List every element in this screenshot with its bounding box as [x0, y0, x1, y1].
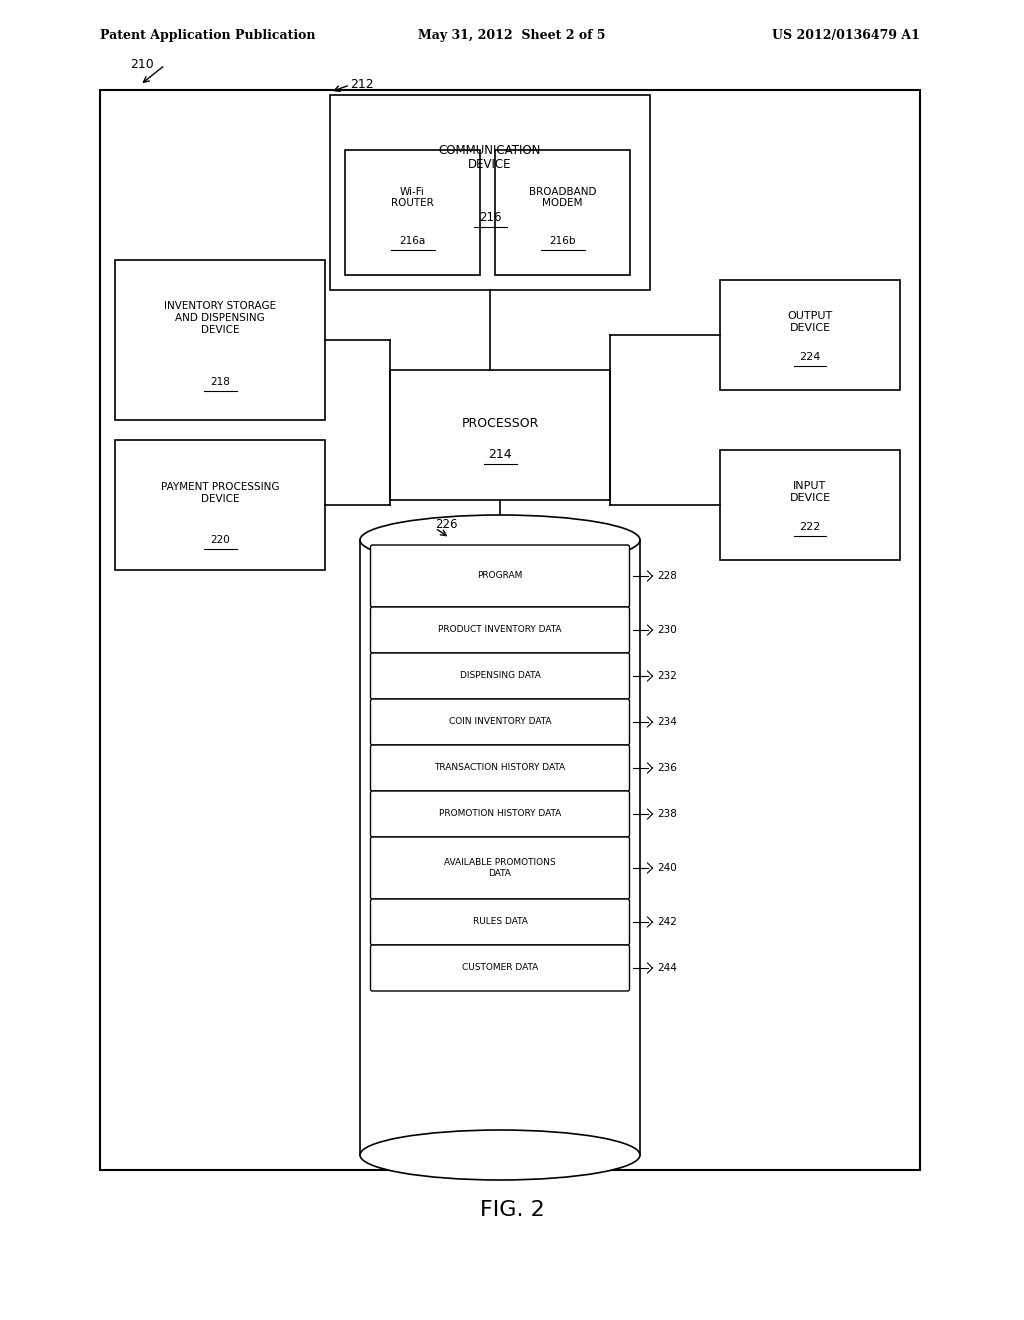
Text: 228: 228 — [657, 572, 677, 581]
Text: PROMOTION HISTORY DATA: PROMOTION HISTORY DATA — [439, 809, 561, 818]
FancyBboxPatch shape — [495, 150, 630, 275]
Text: May 31, 2012  Sheet 2 of 5: May 31, 2012 Sheet 2 of 5 — [418, 29, 606, 41]
Text: DISPENSING DATA: DISPENSING DATA — [460, 672, 541, 681]
Text: 222: 222 — [800, 521, 820, 532]
Text: PRODUCT INVENTORY DATA: PRODUCT INVENTORY DATA — [438, 626, 562, 635]
Text: 232: 232 — [657, 671, 677, 681]
Text: 226: 226 — [435, 519, 458, 532]
Text: INVENTORY STORAGE
AND DISPENSING
DEVICE: INVENTORY STORAGE AND DISPENSING DEVICE — [164, 301, 276, 334]
FancyBboxPatch shape — [330, 95, 650, 290]
Text: 216a: 216a — [399, 235, 426, 246]
Text: Patent Application Publication: Patent Application Publication — [100, 29, 315, 41]
Text: PROGRAM: PROGRAM — [477, 572, 522, 581]
Ellipse shape — [360, 515, 640, 565]
Text: 242: 242 — [657, 917, 677, 927]
FancyBboxPatch shape — [390, 370, 610, 500]
FancyBboxPatch shape — [371, 791, 630, 837]
FancyBboxPatch shape — [371, 607, 630, 653]
Text: TRANSACTION HISTORY DATA: TRANSACTION HISTORY DATA — [434, 763, 565, 772]
Text: 214: 214 — [488, 449, 512, 462]
Text: AVAILABLE PROMOTIONS
DATA: AVAILABLE PROMOTIONS DATA — [444, 858, 556, 878]
FancyBboxPatch shape — [371, 653, 630, 700]
Bar — [360, 540, 640, 1155]
Text: OUTPUT
DEVICE: OUTPUT DEVICE — [787, 312, 833, 333]
Text: Wi-Fi
ROUTER: Wi-Fi ROUTER — [391, 186, 434, 209]
Text: COMMUNICATION
DEVICE: COMMUNICATION DEVICE — [439, 144, 542, 172]
Text: 224: 224 — [800, 352, 820, 362]
Text: 230: 230 — [657, 624, 677, 635]
Text: 240: 240 — [657, 863, 677, 873]
FancyBboxPatch shape — [371, 700, 630, 744]
Text: 216b: 216b — [549, 235, 575, 246]
Text: FIG. 2: FIG. 2 — [479, 1200, 545, 1220]
Text: 218: 218 — [210, 378, 230, 387]
Text: 236: 236 — [657, 763, 677, 774]
Text: 212: 212 — [350, 78, 374, 91]
Text: 244: 244 — [657, 964, 677, 973]
Text: PAYMENT PROCESSING
DEVICE: PAYMENT PROCESSING DEVICE — [161, 482, 280, 504]
FancyBboxPatch shape — [115, 260, 325, 420]
Text: BROADBAND
MODEM: BROADBAND MODEM — [528, 186, 596, 209]
FancyBboxPatch shape — [371, 744, 630, 791]
Text: COIN INVENTORY DATA: COIN INVENTORY DATA — [449, 718, 551, 726]
FancyBboxPatch shape — [100, 90, 920, 1170]
Text: 234: 234 — [657, 717, 677, 727]
FancyBboxPatch shape — [371, 945, 630, 991]
Text: INPUT
DEVICE: INPUT DEVICE — [790, 482, 830, 503]
FancyBboxPatch shape — [720, 280, 900, 389]
FancyBboxPatch shape — [345, 150, 480, 275]
Ellipse shape — [360, 1130, 640, 1180]
Text: 238: 238 — [657, 809, 677, 818]
Text: CUSTOMER DATA: CUSTOMER DATA — [462, 964, 539, 973]
Text: 210: 210 — [130, 58, 154, 71]
FancyBboxPatch shape — [371, 837, 630, 899]
Text: 216: 216 — [479, 211, 502, 224]
FancyBboxPatch shape — [371, 899, 630, 945]
Text: 220: 220 — [210, 535, 229, 545]
Text: PROCESSOR: PROCESSOR — [462, 417, 539, 429]
Text: RULES DATA: RULES DATA — [472, 917, 527, 927]
Text: US 2012/0136479 A1: US 2012/0136479 A1 — [772, 29, 920, 41]
FancyBboxPatch shape — [115, 440, 325, 570]
FancyBboxPatch shape — [720, 450, 900, 560]
FancyBboxPatch shape — [371, 545, 630, 607]
